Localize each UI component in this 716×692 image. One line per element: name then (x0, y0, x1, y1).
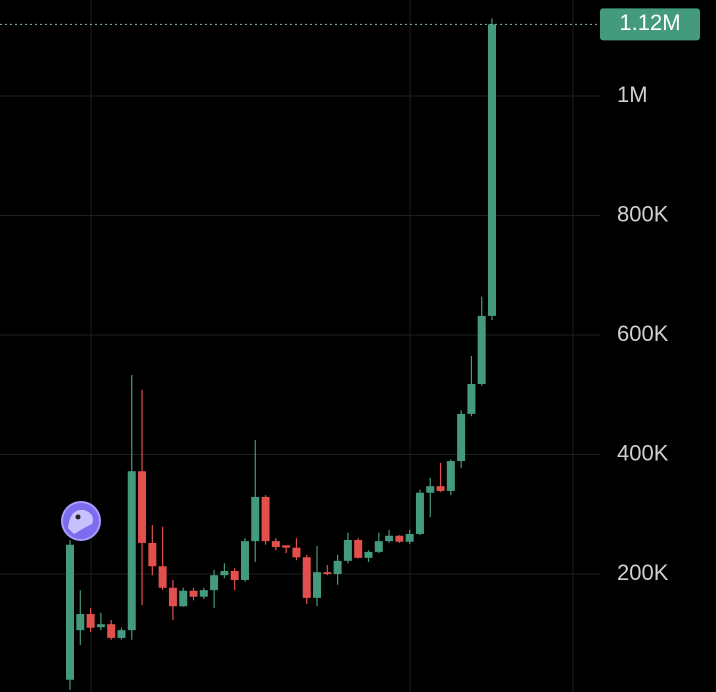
candle-body (374, 541, 383, 552)
candle-body (292, 547, 301, 558)
candle-body (282, 545, 291, 548)
candle-body (395, 535, 404, 542)
candle-body (467, 383, 476, 414)
candle-body (240, 541, 249, 580)
candle-body (426, 486, 435, 493)
candle-body (323, 572, 332, 574)
y-tick-label: 800K (617, 201, 669, 226)
candle-body (488, 24, 496, 316)
candle-body (230, 571, 239, 580)
candle-body (138, 471, 147, 543)
candle-body (343, 539, 352, 561)
last-price-label: 1.12M (619, 10, 680, 35)
candle-body (86, 614, 95, 628)
candle-body (313, 572, 322, 598)
candle-body (405, 533, 414, 542)
y-tick-label: 200K (617, 560, 669, 585)
candle-body (220, 571, 229, 576)
candle-body (446, 461, 455, 491)
candle-body (148, 542, 157, 567)
candle-body (76, 614, 85, 631)
candle-body (199, 590, 208, 597)
candle-body (364, 551, 373, 558)
y-tick-label: 600K (617, 321, 669, 346)
candle-body (66, 544, 74, 680)
candle-body (127, 471, 136, 631)
candle-body (271, 541, 280, 548)
candle-body (385, 535, 394, 542)
candle-body (261, 496, 270, 542)
candle-body (457, 413, 466, 462)
token-icon (61, 501, 101, 541)
candle-body (96, 624, 105, 628)
y-tick-label: 1M (617, 82, 648, 107)
candle-body (302, 557, 311, 598)
candle-body (415, 492, 424, 534)
candle-body (179, 590, 188, 607)
candle-body (107, 624, 116, 638)
candle-body (477, 315, 486, 384)
candle-body (189, 590, 198, 597)
last-price-box (600, 8, 700, 41)
candle-body (158, 566, 167, 588)
candle-body (210, 575, 219, 591)
candle-body (117, 630, 126, 638)
candle-body (354, 539, 363, 558)
y-tick-label: 400K (617, 440, 669, 465)
candle-body (251, 496, 260, 542)
candle-body (333, 560, 342, 574)
candle-body (168, 587, 177, 607)
plot: 200K 400K 600K 800K 1M 1.12M (0, 8, 700, 690)
candle-body (436, 486, 445, 491)
